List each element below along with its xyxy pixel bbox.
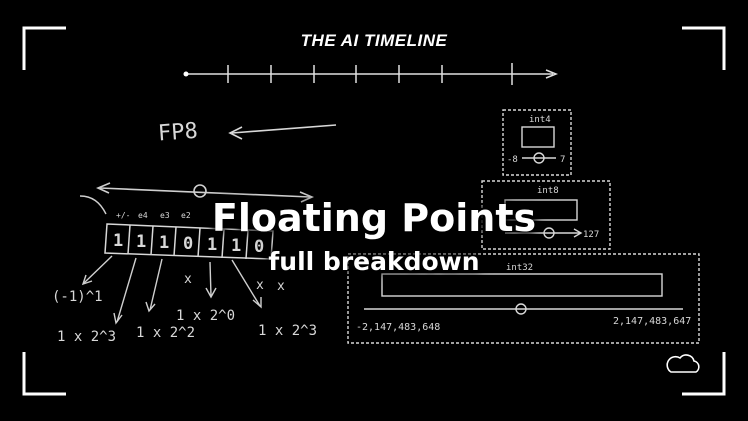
int4-min: -8	[507, 155, 518, 165]
bit-field	[104, 223, 274, 260]
sign-label: +/-	[116, 211, 130, 220]
int32-range-box	[347, 253, 700, 344]
bit: 1	[113, 231, 123, 251]
int4-label: int4	[529, 115, 551, 125]
int32-max: 2,147,483,647	[613, 316, 691, 327]
int4-max: 7	[560, 155, 565, 165]
exponent-term: 1 x 2^3	[57, 329, 116, 345]
subtitle: full breakdown	[268, 247, 480, 276]
bit: 1	[231, 236, 241, 256]
exp-label: e2	[181, 211, 191, 220]
exponent-term: 1 x 2^2	[136, 325, 195, 341]
bit: 0	[254, 237, 264, 257]
sign-term: (-1)^1	[52, 289, 103, 305]
int8-range-box	[481, 180, 611, 250]
bit: 1	[136, 232, 146, 252]
main-title: Floating Points	[211, 196, 537, 240]
bit: 1	[159, 233, 169, 253]
int4-range-box	[502, 109, 572, 176]
int32-label: int32	[506, 263, 533, 273]
series-title: THE AI TIMELINE	[300, 31, 448, 50]
x-mark: x	[184, 272, 192, 287]
exponent-term: 1 x 2^0	[176, 308, 235, 324]
fp8-range-slider	[95, 182, 315, 203]
x-mark: x	[256, 278, 264, 293]
bit: 1	[207, 235, 217, 255]
int8-max: 127	[583, 230, 599, 240]
fp8-arrow	[228, 124, 337, 140]
exp-label: e3	[160, 211, 170, 220]
cloud-icon	[666, 354, 700, 373]
int32-min: -2,147,483,648	[356, 322, 440, 333]
exp-label: e4	[138, 211, 148, 220]
x-mark: x	[277, 279, 285, 294]
exponent-term: 1 x 2^3	[258, 323, 317, 339]
fp8-label: FP8	[157, 119, 198, 147]
timeline	[186, 63, 559, 85]
int8-label: int8	[537, 186, 559, 196]
timeline-start-dot	[183, 71, 189, 77]
bit-arrows	[81, 255, 262, 325]
viewfinder-frame	[22, 26, 726, 396]
curly-arrow	[79, 195, 107, 215]
bit: 0	[183, 234, 193, 254]
